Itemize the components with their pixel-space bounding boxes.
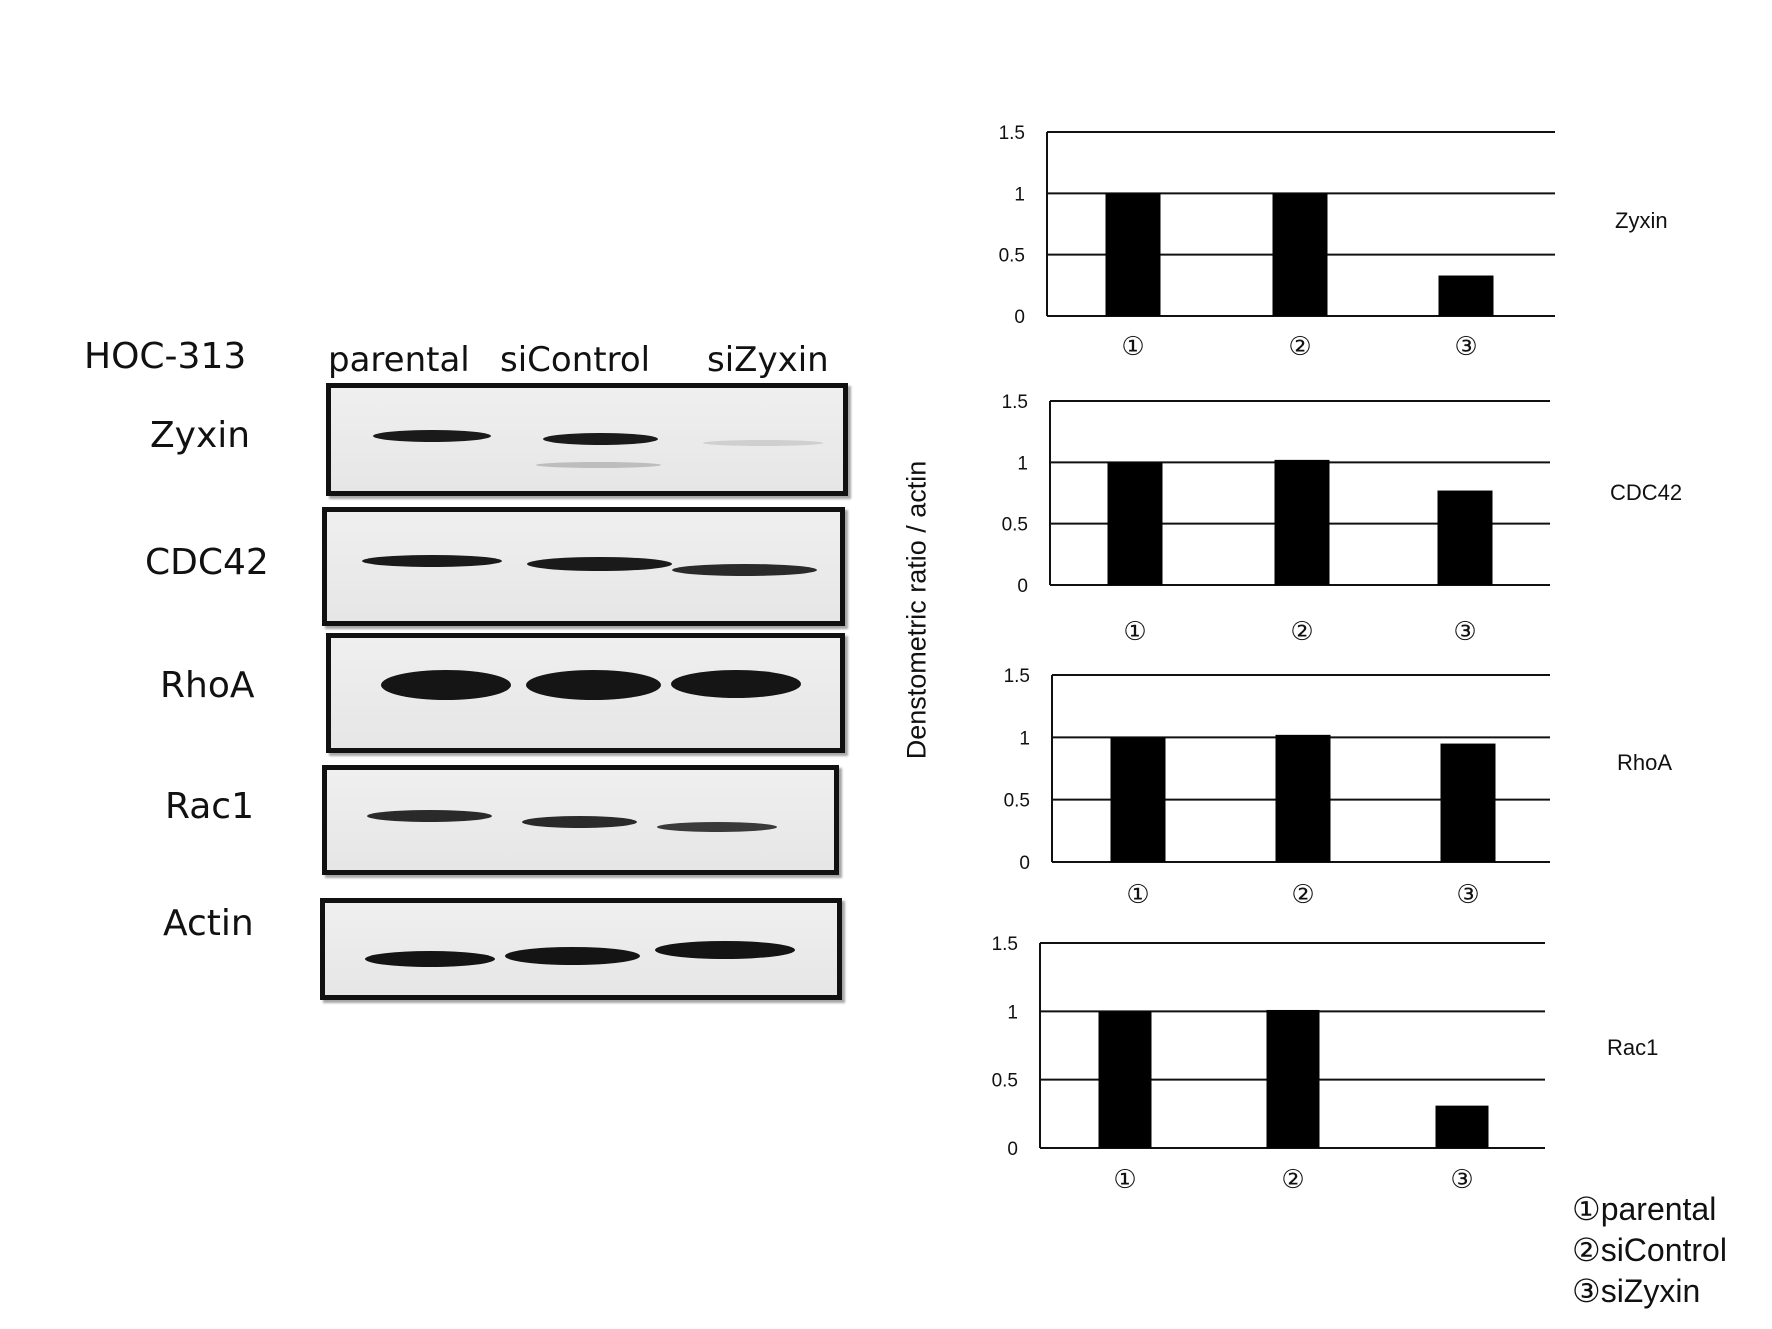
chart-title: Rac1 xyxy=(1607,1035,1658,1060)
band xyxy=(703,440,823,446)
x-tick-label: ③ xyxy=(1453,617,1476,647)
x-tick-label: ① xyxy=(1121,332,1144,362)
y-tick-label: 0.5 xyxy=(999,246,1025,267)
chart-title: Zyxin xyxy=(1615,208,1668,233)
y-tick-label: 0.5 xyxy=(992,1071,1018,1092)
band xyxy=(505,947,640,965)
bar xyxy=(1098,1011,1152,1148)
lane-label-parental: parental xyxy=(328,340,470,380)
y-tick-label: 0 xyxy=(1017,576,1028,597)
row-label-cdc42: CDC42 xyxy=(145,542,269,583)
chart-rac1: 0 0.5 1 1.5 ① ② ③ Rac1 xyxy=(992,934,1659,1195)
band xyxy=(672,564,817,576)
row-label-zyxin: Zyxin xyxy=(150,415,251,456)
x-tick-label: ① xyxy=(1113,1165,1136,1195)
band xyxy=(657,822,777,832)
y-tick-label: 1 xyxy=(1019,728,1030,749)
bar xyxy=(1438,275,1494,316)
blot-panel-rac1 xyxy=(322,765,839,875)
row-label-actin: Actin xyxy=(163,903,254,944)
lane-label-sicontrol: siControl xyxy=(500,340,651,380)
chart-zyxin: 0 0.5 1 1.5 ① ② ③ Zyxin xyxy=(999,123,1668,362)
bar xyxy=(1105,193,1161,316)
y-tick-label: 1 xyxy=(1017,453,1028,474)
band xyxy=(536,462,661,468)
x-tick-label: ③ xyxy=(1454,332,1477,362)
y-tick-label: 0 xyxy=(1007,1139,1018,1160)
x-tick-label: ① xyxy=(1126,880,1149,910)
x-tick-label: ① xyxy=(1123,617,1146,647)
blot-panel-cdc42 xyxy=(322,507,845,626)
x-tick-label: ② xyxy=(1281,1165,1304,1195)
row-label-rhoa: RhoA xyxy=(160,665,255,706)
band xyxy=(522,816,637,828)
y-tick-label: 1.5 xyxy=(1004,666,1030,687)
band xyxy=(655,941,795,959)
chart-title: RhoA xyxy=(1617,750,1672,775)
band xyxy=(527,557,672,571)
blot-panel-rhoa xyxy=(326,633,845,753)
bar xyxy=(1275,734,1331,862)
band xyxy=(381,670,511,700)
band xyxy=(365,951,495,967)
y-tick-label: 1.5 xyxy=(999,123,1025,144)
row-label-rac1: Rac1 xyxy=(165,786,254,827)
y-tick-label: 0 xyxy=(1019,853,1030,874)
legend-item-sicontrol: ②siControl xyxy=(1572,1232,1727,1268)
band xyxy=(671,670,801,698)
y-tick-label: 0.5 xyxy=(1004,791,1030,812)
band xyxy=(543,433,658,445)
x-tick-label: ③ xyxy=(1456,880,1479,910)
bar xyxy=(1274,459,1330,585)
y-tick-label: 1.5 xyxy=(1002,392,1028,413)
blot-panel-actin xyxy=(320,898,842,1000)
bar xyxy=(1272,193,1328,316)
band xyxy=(362,555,502,567)
y-tick-label: 1.5 xyxy=(992,934,1018,955)
cell-line-label: HOC-313 xyxy=(84,336,247,377)
bar xyxy=(1440,743,1496,862)
band xyxy=(373,430,491,442)
y-tick-label: 1 xyxy=(1007,1002,1018,1023)
chart-title: CDC42 xyxy=(1610,480,1682,505)
chart-cdc42: 0 0.5 1 1.5 ① ② ③ CDC42 xyxy=(1002,392,1683,647)
legend-item-parental: ①parental xyxy=(1572,1191,1717,1227)
x-tick-label: ② xyxy=(1291,880,1314,910)
legend-item-sizyxin: ③siZyxin xyxy=(1572,1273,1701,1309)
bar xyxy=(1110,737,1166,862)
y-tick-label: 0.5 xyxy=(1002,515,1028,536)
bar xyxy=(1437,490,1493,585)
blot-panel-zyxin xyxy=(326,383,848,496)
bar xyxy=(1107,462,1163,585)
x-tick-label: ② xyxy=(1288,332,1311,362)
x-tick-label: ② xyxy=(1290,617,1313,647)
x-tick-label: ③ xyxy=(1450,1165,1473,1195)
chart-rhoa: 0 0.5 1 1.5 ① ② ③ RhoA xyxy=(1004,666,1673,910)
band xyxy=(526,670,661,700)
bar xyxy=(1266,1009,1320,1148)
band xyxy=(367,810,492,822)
lane-label-sizyxin: siZyxin xyxy=(707,340,829,380)
bar xyxy=(1435,1105,1489,1148)
y-tick-label: 0 xyxy=(1014,307,1025,328)
y-tick-label: 1 xyxy=(1014,184,1025,205)
